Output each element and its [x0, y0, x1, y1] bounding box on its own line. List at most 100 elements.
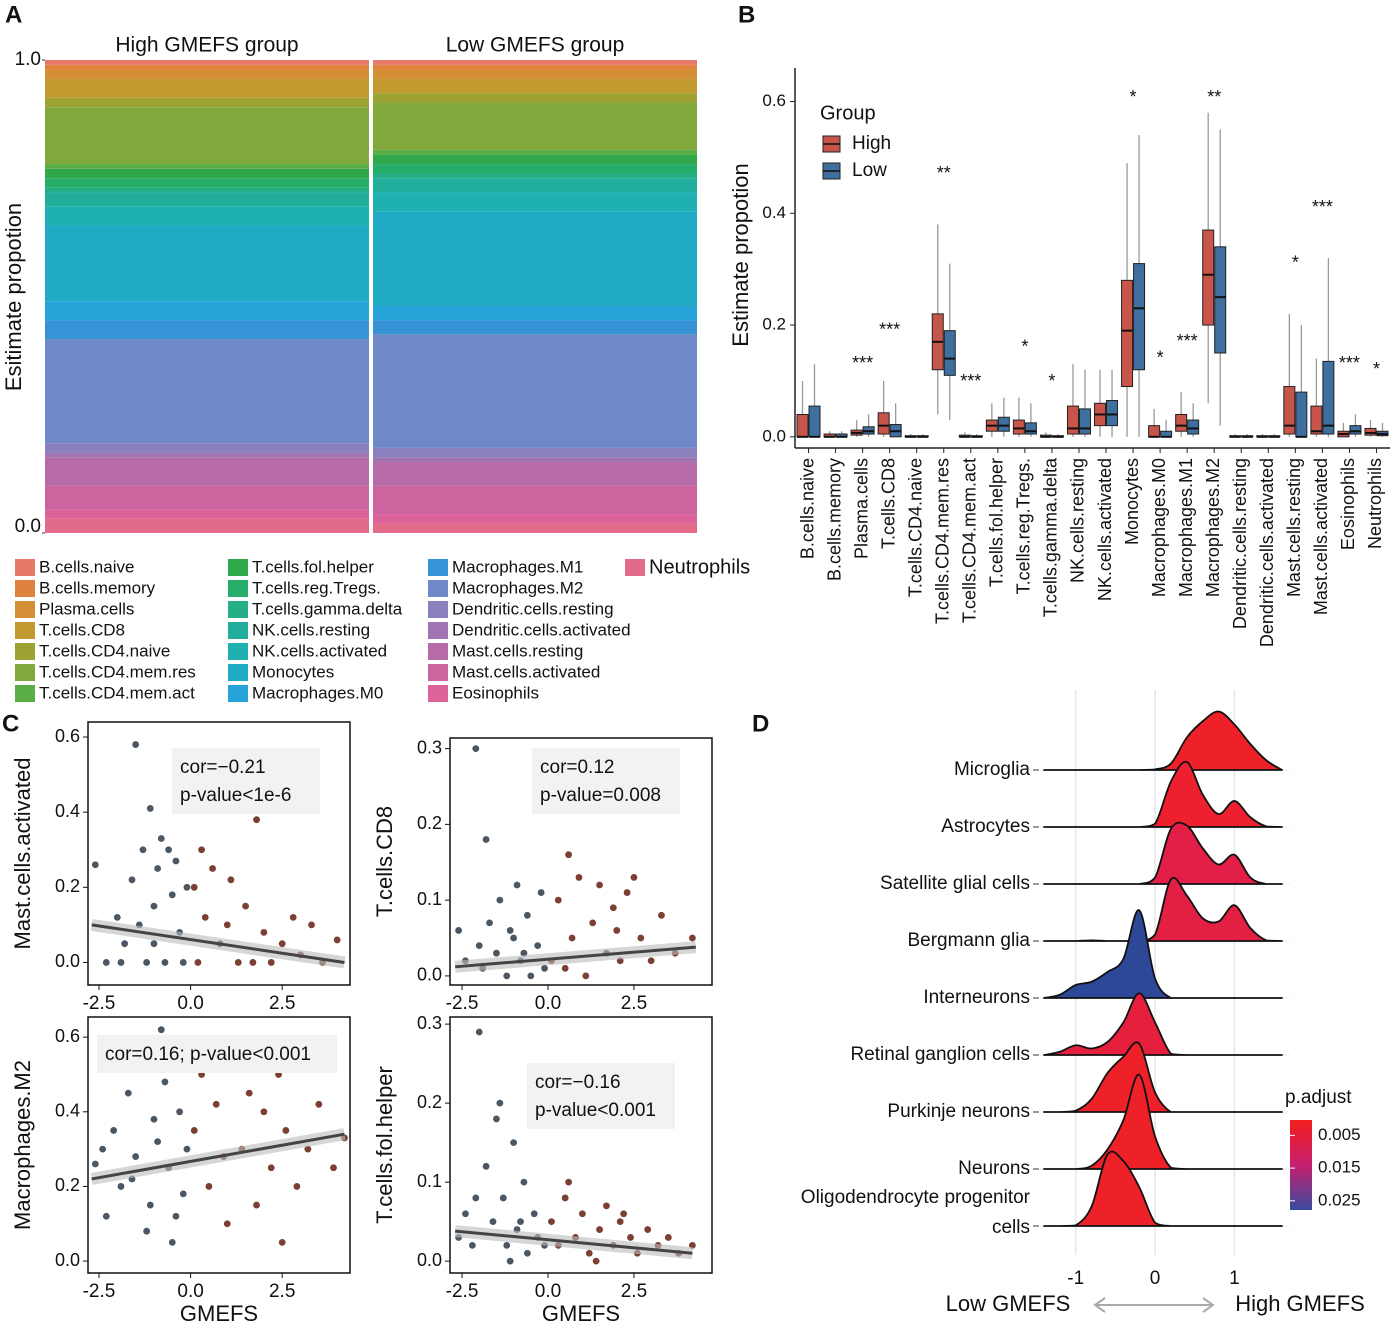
point: [121, 940, 129, 948]
stack-segment: [45, 168, 369, 179]
point: [223, 1220, 231, 1228]
x-tick-label: Dendritic.cells.resting: [1230, 458, 1250, 629]
significance: ***: [1312, 197, 1333, 217]
legend-label: T.cells.CD4.mem.act: [39, 683, 195, 702]
box: [1148, 425, 1161, 438]
x-tick-label: T.cells.CD4.mem.act: [960, 458, 980, 623]
point: [205, 1183, 213, 1190]
stack-segment: [45, 64, 369, 70]
box: [1364, 427, 1377, 436]
point: [609, 904, 617, 912]
point: [486, 919, 493, 927]
x-tick-label: B.cells.naive: [797, 458, 817, 559]
gmefs-arrow: [1093, 1297, 1215, 1313]
legend-label: NK.cells.resting: [252, 620, 370, 639]
y-tick-label: 0.0: [417, 965, 442, 985]
point: [475, 942, 483, 950]
point: [592, 1257, 600, 1265]
panel-label: A: [5, 1, 22, 28]
point: [150, 902, 158, 910]
legend-swatch: [428, 685, 448, 702]
significance: *: [1021, 336, 1028, 356]
plot-area: [454, 745, 697, 980]
ridge: [1043, 760, 1283, 828]
x-tick-label: T.cells.CD4.naive: [905, 458, 925, 597]
y-axis-label: T.cells.CD8: [372, 806, 397, 917]
point: [613, 927, 621, 934]
x-tick-label: Macrophages.M1: [1176, 458, 1196, 597]
y-axis-label: Mast.cells.activated: [10, 758, 35, 950]
box: [1078, 408, 1091, 435]
point: [128, 876, 136, 884]
point: [630, 874, 638, 881]
y-tick-label: 0.3: [417, 737, 442, 757]
x-tick-label: Monocytes: [1122, 458, 1142, 545]
point: [278, 940, 286, 948]
stack-segment: [373, 60, 697, 65]
legend-swatch: [15, 601, 35, 618]
annotation: cor=−0.21: [180, 757, 266, 778]
legend-swatch: [625, 559, 645, 576]
point: [499, 1194, 507, 1202]
point: [596, 881, 603, 889]
legend-label: T.cells.fol.helper: [252, 557, 374, 576]
point: [589, 919, 597, 927]
stack-segment: [45, 187, 369, 193]
legend-label: T.cells.CD8: [39, 620, 125, 639]
point: [616, 1218, 624, 1226]
point: [117, 959, 125, 966]
x-tick-label: Mast.cells.resting: [1284, 458, 1304, 597]
legend-swatch: [228, 685, 248, 702]
stack-segment: [373, 514, 697, 524]
x-axis-label: GMEFS: [542, 1301, 620, 1325]
box: [1175, 413, 1188, 432]
stack-segment: [373, 447, 697, 458]
legend-swatch: [15, 580, 35, 597]
stack-segment: [373, 334, 697, 448]
legend-swatch: [428, 664, 448, 681]
legend-swatch: [228, 622, 248, 639]
x-tick-label: Mast.cells.activated: [1311, 458, 1331, 615]
point: [472, 745, 480, 753]
point: [242, 902, 249, 910]
y-tick-label: 0.2: [55, 876, 80, 896]
row-label: Microglia: [954, 759, 1030, 780]
point: [154, 1138, 162, 1146]
point: [503, 972, 511, 980]
stack-segment: [373, 64, 697, 70]
point: [489, 1218, 497, 1226]
group-title: Low GMEFS group: [446, 34, 625, 57]
box: [877, 412, 890, 435]
point: [278, 1238, 286, 1246]
point: [585, 1249, 593, 1257]
point: [91, 861, 99, 869]
point: [212, 1100, 220, 1108]
point: [260, 929, 268, 936]
point: [496, 1099, 504, 1107]
point: [582, 972, 590, 980]
point: [194, 959, 202, 966]
significance: *: [1048, 371, 1055, 391]
y-axis-label: Macrophages.M2: [10, 1060, 35, 1230]
point: [517, 1218, 524, 1226]
plot-area: [454, 1028, 696, 1265]
point: [253, 816, 260, 824]
point: [510, 1139, 518, 1147]
frame: [449, 1016, 713, 1274]
significance: ***: [852, 353, 873, 373]
stack-segment: [373, 69, 697, 79]
point: [172, 857, 180, 865]
ridge: [1043, 992, 1283, 1056]
stack-segment: [373, 457, 697, 463]
y-tick-label: 0.4: [55, 1101, 80, 1121]
x-tick-label: -2.5: [446, 993, 479, 1014]
legend-label: Eosinophils: [452, 683, 539, 702]
legend-label: NK.cells.activated: [252, 641, 387, 660]
y-tick-label: 0.6: [55, 1026, 80, 1046]
annotation: p-value<0.001: [535, 1100, 656, 1121]
legend-label: Dendritic.cells.activated: [452, 620, 631, 639]
scatter-plot: -2.5 0.0 2.50.00.10.20.3T.cells.fol.helper…: [372, 1013, 713, 1325]
point: [183, 1145, 191, 1153]
box: [1187, 419, 1200, 435]
scatter-plot: -2.5 0.0 2.50.00.20.40.6Macrophages.M2GMEF…: [10, 1016, 351, 1325]
